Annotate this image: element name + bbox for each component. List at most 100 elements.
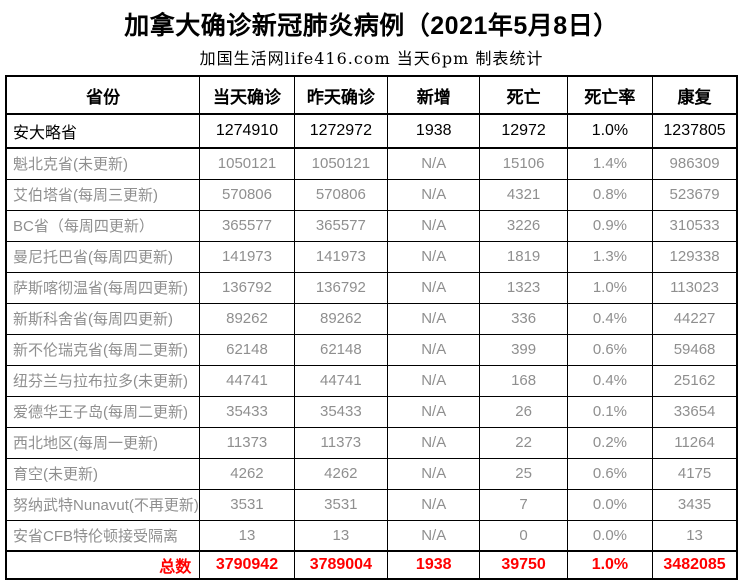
recovered-cell: 986309	[652, 147, 738, 180]
deaths-cell: 15106	[479, 147, 568, 180]
page-title: 加拿大确诊新冠肺炎病例（2021年5月8日）	[124, 12, 619, 40]
province-cell: 纽芬兰与拉布拉多(未更新)	[5, 364, 201, 397]
yesterday-confirmed-cell: 35433	[293, 395, 389, 428]
recovered-cell: 310533	[652, 209, 738, 242]
new-cases-cell: N/A	[387, 364, 481, 397]
province-cell: 安大略省	[5, 113, 201, 149]
yesterday-confirmed-cell: 44741	[293, 364, 389, 397]
recovered-cell: 33654	[652, 395, 738, 428]
deaths-cell: 25	[479, 457, 568, 490]
today-confirmed-cell: 141973	[199, 240, 295, 273]
table-row: 魁北克省(未更新) 1050121 1050121 N/A 15106 1.4% 98630…	[5, 147, 738, 180]
province-cell: 萨斯喀彻温省(每周四更新)	[5, 271, 201, 304]
covid-stats-table: 省份 当天确诊 昨天确诊 新增 死亡 死亡率 康复 安大略省 1274910 127…	[5, 75, 738, 580]
table-row: 纽芬兰与拉布拉多(未更新) 44741 44741 N/A 168 0.4% 25162	[5, 364, 738, 397]
table-row: 西北地区(每周一更新) 11373 11373 N/A 22 0.2% 11264	[5, 426, 738, 459]
deaths-cell: 336	[479, 302, 568, 335]
column-header-yesterday-confirmed: 昨天确诊	[293, 75, 389, 115]
death-rate-cell: 0.9%	[566, 209, 654, 242]
new-cases-cell: 1938	[387, 113, 481, 149]
table-row: 曼尼托巴省(每周四更新) 141973 141973 N/A 1819 1.3% 12933…	[5, 240, 738, 273]
deaths-cell: 1819	[479, 240, 568, 273]
province-cell: 艾伯塔省(每周三更新)	[5, 178, 201, 211]
deaths-cell: 0	[479, 519, 568, 552]
total-recovered: 3482085	[652, 550, 738, 580]
yesterday-confirmed-cell: 11373	[293, 426, 389, 459]
total-death-rate: 1.0%	[566, 550, 654, 580]
province-cell: 西北地区(每周一更新)	[5, 426, 201, 459]
total-deaths: 39750	[479, 550, 568, 580]
yesterday-confirmed-cell: 136792	[293, 271, 389, 304]
recovered-cell: 44227	[652, 302, 738, 335]
recovered-cell: 13	[652, 519, 738, 552]
table-row: 育空(未更新) 4262 4262 N/A 25 0.6% 4175	[5, 457, 738, 490]
province-cell: 魁北克省(未更新)	[5, 147, 201, 180]
recovered-cell: 3435	[652, 488, 738, 521]
province-cell: 育空(未更新)	[5, 457, 201, 490]
page-subtitle: 加国生活网life416.com 当天6pm 制表统计	[199, 49, 544, 68]
recovered-cell: 113023	[652, 271, 738, 304]
column-header-today-confirmed: 当天确诊	[199, 75, 295, 115]
yesterday-confirmed-cell: 1272972	[293, 113, 389, 149]
table-row: 艾伯塔省(每周三更新) 570806 570806 N/A 4321 0.8% 523679	[5, 178, 738, 211]
deaths-cell: 168	[479, 364, 568, 397]
province-cell: 安省CFB特伦顿接受隔离	[5, 519, 201, 552]
today-confirmed-cell: 365577	[199, 209, 295, 242]
today-confirmed-cell: 35433	[199, 395, 295, 428]
deaths-cell: 3226	[479, 209, 568, 242]
new-cases-cell: N/A	[387, 271, 481, 304]
table-row: 新不伦瑞克省(每周二更新) 62148 62148 N/A 399 0.6% 59468	[5, 333, 738, 366]
new-cases-cell: N/A	[387, 178, 481, 211]
new-cases-cell: N/A	[387, 519, 481, 552]
total-label: 总数	[5, 550, 201, 580]
deaths-cell: 399	[479, 333, 568, 366]
new-cases-cell: N/A	[387, 147, 481, 180]
today-confirmed-cell: 1050121	[199, 147, 295, 180]
yesterday-confirmed-cell: 89262	[293, 302, 389, 335]
today-confirmed-cell: 11373	[199, 426, 295, 459]
province-cell: 新斯科舍省(每周四更新)	[5, 302, 201, 335]
deaths-cell: 22	[479, 426, 568, 459]
column-header-deaths: 死亡	[479, 75, 568, 115]
table-row: 爱德华王子岛(每周二更新) 35433 35433 N/A 26 0.1% 33654	[5, 395, 738, 428]
new-cases-cell: N/A	[387, 426, 481, 459]
new-cases-cell: N/A	[387, 302, 481, 335]
yesterday-confirmed-cell: 141973	[293, 240, 389, 273]
today-confirmed-cell: 62148	[199, 333, 295, 366]
province-cell: 努纳武特Nunavut(不再更新)	[5, 488, 201, 521]
yesterday-confirmed-cell: 13	[293, 519, 389, 552]
table-row: 安大略省 1274910 1272972 1938 12972 1.0% 1237805	[5, 113, 738, 149]
column-header-new-cases: 新增	[387, 75, 481, 115]
death-rate-cell: 1.3%	[566, 240, 654, 273]
today-confirmed-cell: 3531	[199, 488, 295, 521]
province-cell: BC省（每周四更新）	[5, 209, 201, 242]
recovered-cell: 4175	[652, 457, 738, 490]
column-header-province: 省份	[5, 75, 201, 115]
today-confirmed-cell: 570806	[199, 178, 295, 211]
table-row: 努纳武特Nunavut(不再更新) 3531 3531 N/A 7 0.0% 3435	[5, 488, 738, 521]
death-rate-cell: 0.2%	[566, 426, 654, 459]
death-rate-cell: 0.0%	[566, 488, 654, 521]
new-cases-cell: N/A	[387, 333, 481, 366]
today-confirmed-cell: 44741	[199, 364, 295, 397]
column-header-recovered: 康复	[652, 75, 738, 115]
death-rate-cell: 1.0%	[566, 113, 654, 149]
new-cases-cell: N/A	[387, 240, 481, 273]
total-row: 总数 3790942 3789004 1938 39750 1.0% 34820…	[5, 550, 738, 580]
deaths-cell: 7	[479, 488, 568, 521]
total-today-confirmed: 3790942	[199, 550, 295, 580]
recovered-cell: 59468	[652, 333, 738, 366]
deaths-cell: 4321	[479, 178, 568, 211]
today-confirmed-cell: 136792	[199, 271, 295, 304]
table-row: 萨斯喀彻温省(每周四更新) 136792 136792 N/A 1323 1.0% 1130…	[5, 271, 738, 304]
death-rate-cell: 1.0%	[566, 271, 654, 304]
table-row: BC省（每周四更新） 365577 365577 N/A 3226 0.9% 310533	[5, 209, 738, 242]
death-rate-cell: 0.6%	[566, 457, 654, 490]
yesterday-confirmed-cell: 3531	[293, 488, 389, 521]
death-rate-cell: 0.0%	[566, 519, 654, 552]
table-row: 安省CFB特伦顿接受隔离 13 13 N/A 0 0.0% 13	[5, 519, 738, 552]
deaths-cell: 26	[479, 395, 568, 428]
yesterday-confirmed-cell: 570806	[293, 178, 389, 211]
recovered-cell: 25162	[652, 364, 738, 397]
yesterday-confirmed-cell: 62148	[293, 333, 389, 366]
